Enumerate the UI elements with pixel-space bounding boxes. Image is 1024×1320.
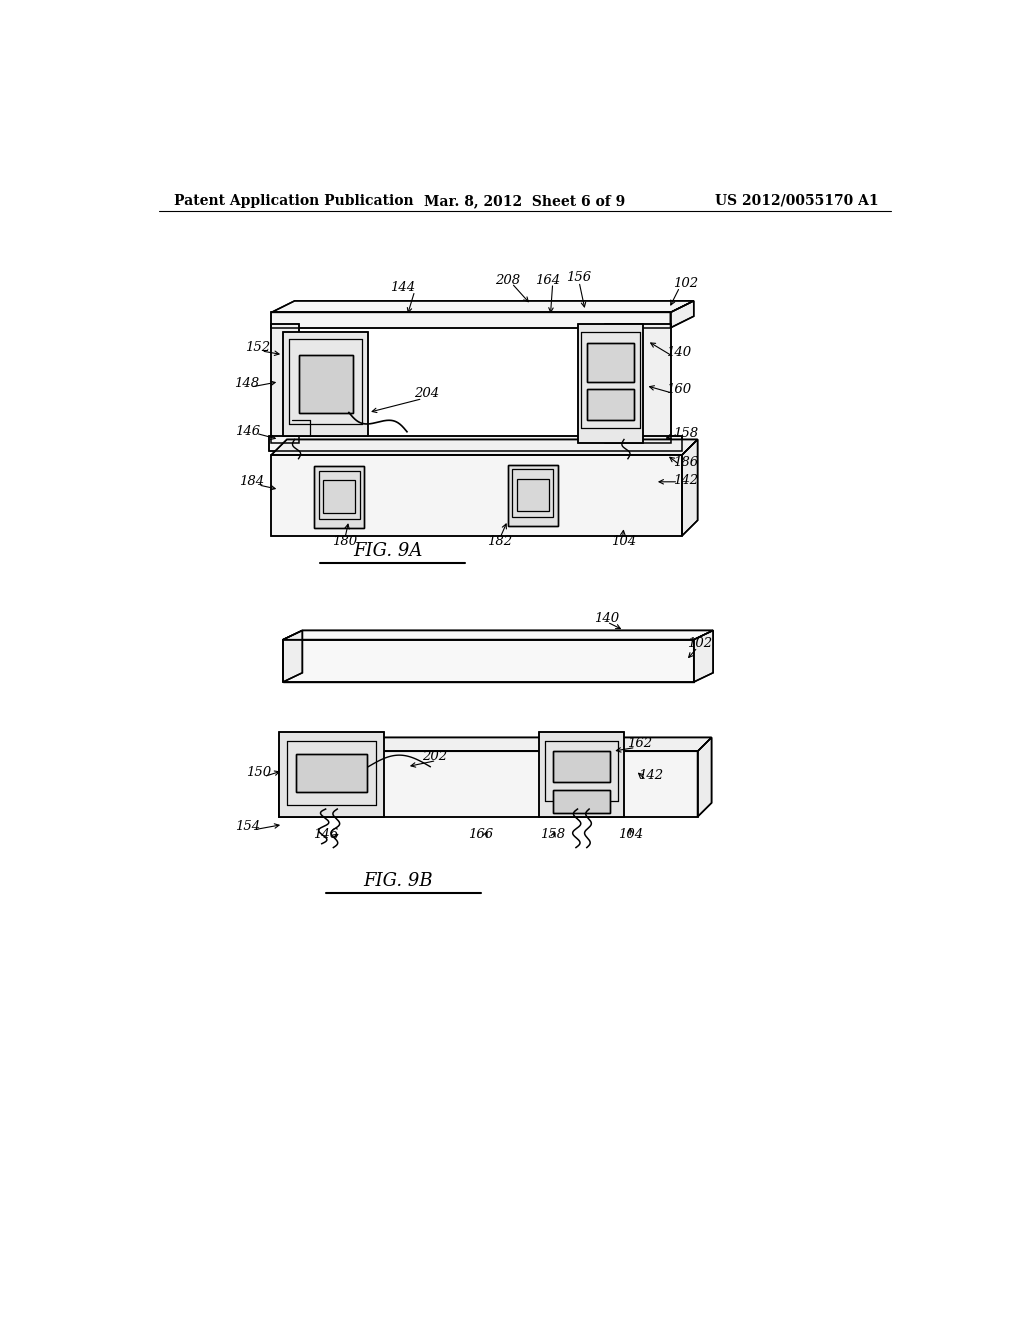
Polygon shape: [283, 631, 302, 682]
Text: 150: 150: [246, 767, 270, 779]
Text: 104: 104: [611, 535, 637, 548]
Text: 148: 148: [234, 376, 259, 389]
Polygon shape: [280, 738, 712, 751]
Text: FIG. 9A: FIG. 9A: [353, 543, 422, 560]
Polygon shape: [697, 738, 712, 817]
Polygon shape: [269, 436, 682, 451]
Text: 164: 164: [536, 273, 560, 286]
Bar: [553, 751, 610, 781]
Bar: [587, 343, 634, 381]
Text: 140: 140: [666, 346, 691, 359]
Text: 102: 102: [687, 638, 713, 649]
Text: 152: 152: [245, 341, 270, 354]
Polygon shape: [283, 640, 693, 682]
Polygon shape: [271, 313, 671, 327]
Text: 202: 202: [422, 750, 446, 763]
Polygon shape: [271, 301, 693, 313]
Text: 142: 142: [674, 474, 698, 487]
Text: 104: 104: [617, 828, 643, 841]
Bar: [512, 470, 554, 517]
Text: 144: 144: [390, 281, 416, 294]
Bar: [299, 355, 352, 412]
Bar: [553, 789, 610, 813]
Bar: [296, 754, 367, 792]
Text: 102: 102: [674, 277, 698, 289]
Text: 204: 204: [414, 387, 439, 400]
Polygon shape: [283, 331, 369, 436]
Polygon shape: [280, 751, 697, 817]
Polygon shape: [671, 301, 693, 327]
Text: 154: 154: [236, 820, 261, 833]
Text: 184: 184: [240, 475, 264, 488]
Polygon shape: [271, 323, 299, 444]
Text: 162: 162: [627, 737, 652, 750]
Polygon shape: [280, 733, 384, 817]
Polygon shape: [539, 733, 624, 817]
Text: 182: 182: [487, 535, 513, 548]
Text: 158: 158: [674, 426, 698, 440]
Text: 166: 166: [468, 828, 494, 841]
Polygon shape: [508, 465, 558, 527]
Polygon shape: [271, 440, 697, 455]
Polygon shape: [604, 323, 671, 444]
Bar: [324, 480, 355, 512]
Bar: [587, 389, 634, 420]
Text: 208: 208: [496, 273, 520, 286]
Polygon shape: [271, 455, 682, 536]
Bar: [517, 479, 549, 511]
Bar: [318, 471, 359, 519]
Bar: [299, 355, 352, 412]
Bar: [296, 754, 367, 792]
Bar: [553, 751, 610, 781]
Text: Mar. 8, 2012  Sheet 6 of 9: Mar. 8, 2012 Sheet 6 of 9: [424, 194, 626, 207]
Text: 186: 186: [674, 455, 698, 469]
Bar: [587, 389, 634, 420]
Polygon shape: [682, 440, 697, 536]
Text: 160: 160: [666, 383, 691, 396]
Text: 142: 142: [639, 770, 664, 783]
Polygon shape: [314, 466, 365, 528]
Text: 158: 158: [540, 828, 565, 841]
Text: US 2012/0055170 A1: US 2012/0055170 A1: [716, 194, 879, 207]
Text: 146: 146: [236, 425, 261, 438]
Polygon shape: [578, 323, 643, 444]
Text: 146: 146: [313, 828, 338, 841]
Text: Patent Application Publication: Patent Application Publication: [174, 194, 414, 207]
Text: FIG. 9B: FIG. 9B: [362, 871, 432, 890]
Polygon shape: [693, 631, 713, 682]
Text: 156: 156: [566, 271, 592, 284]
Polygon shape: [283, 631, 713, 640]
Bar: [553, 789, 610, 813]
Bar: [587, 343, 634, 381]
Text: 180: 180: [333, 535, 357, 548]
Text: 140: 140: [594, 611, 620, 624]
